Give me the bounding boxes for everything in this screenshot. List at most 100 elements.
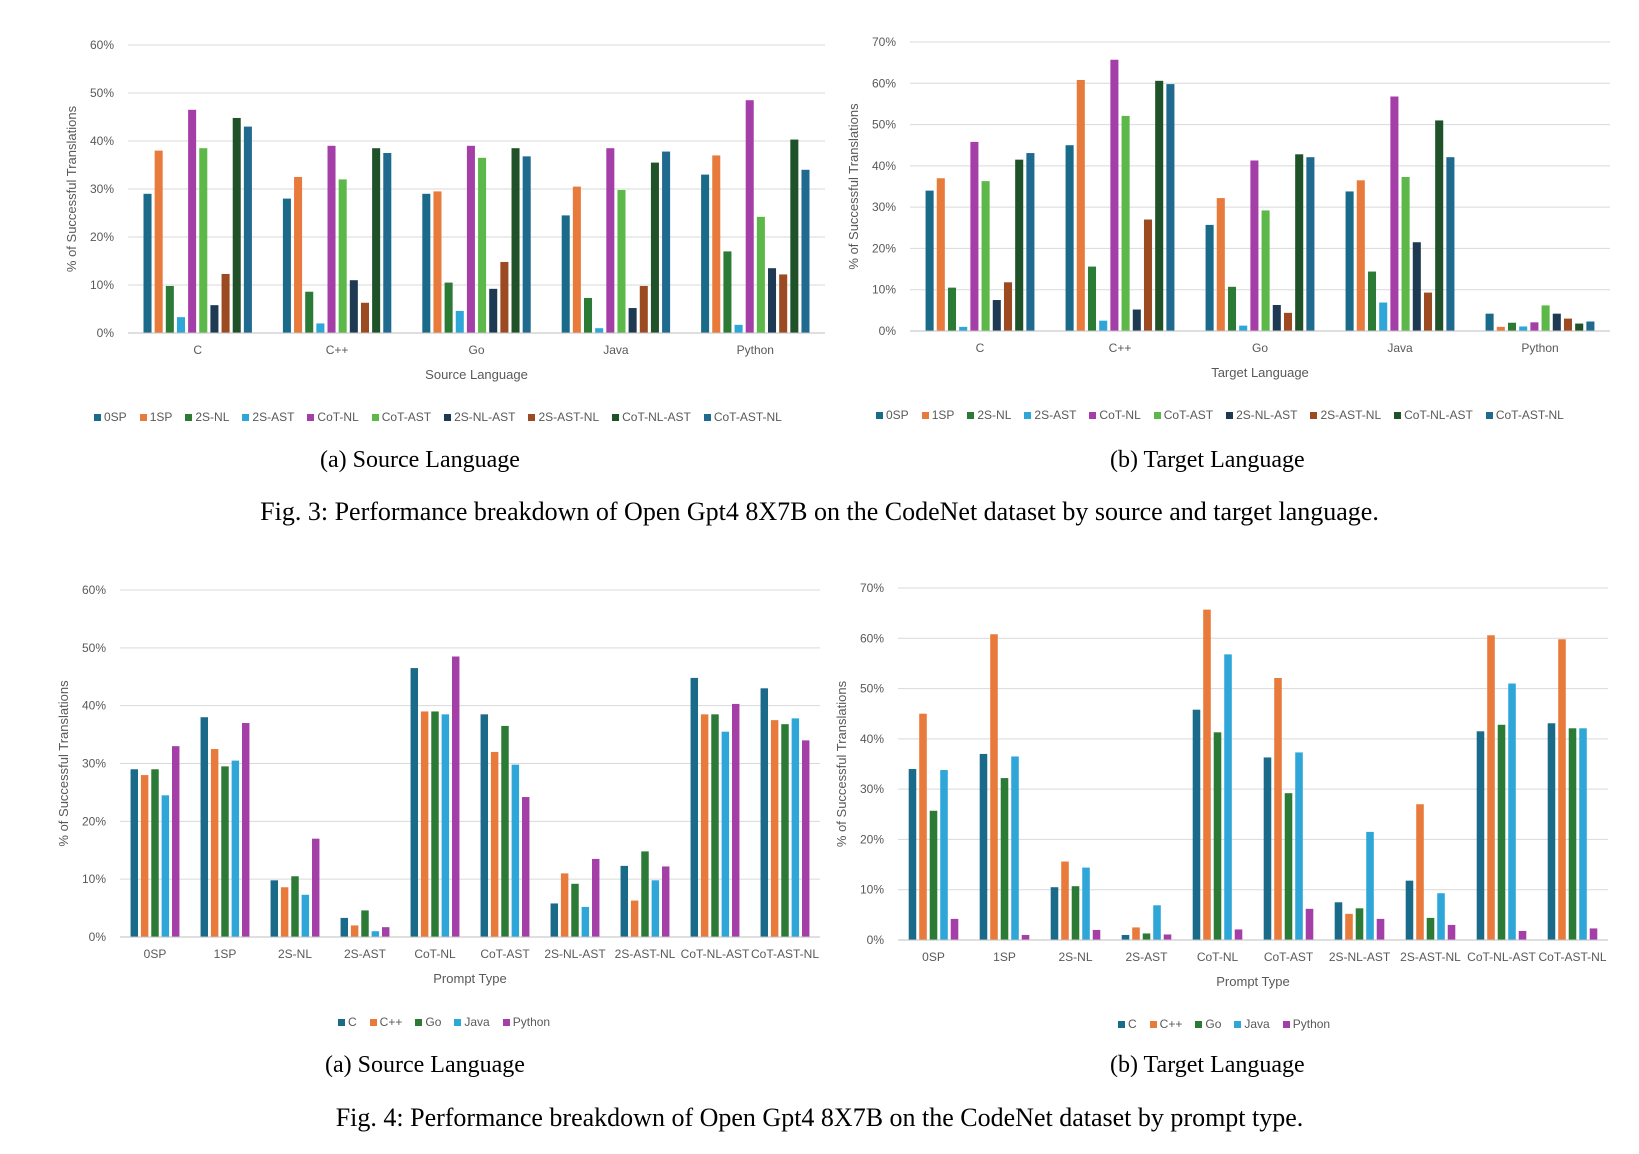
bar-cot-ast-nl-python (1589, 928, 1598, 940)
bar-2s-nl-ast-python (1376, 918, 1385, 940)
bar-cot-ast-python (1305, 908, 1314, 940)
bar-c-2s-nl-ast (992, 300, 1001, 331)
legend-item-cpp: C++ (369, 1015, 402, 1029)
bar-2s-ast-python (381, 927, 390, 937)
bar-cpp-cot-nl (327, 145, 336, 333)
bar-2s-nl-ast-python (591, 858, 600, 937)
y-axis-title: % of Successful Translations (834, 680, 849, 847)
x-tick-label: C++ (326, 343, 349, 357)
x-tick-label: Java (1387, 341, 1413, 355)
legend-item-2s-ast: 2S-AST (242, 410, 294, 424)
bar-java-cot-ast (617, 189, 626, 333)
bar-1sp-go (221, 766, 229, 937)
legend-label: Java (464, 1015, 490, 1029)
y-tick-label: 40% (82, 699, 106, 713)
x-tick-label: 0SP (922, 950, 945, 964)
bar-c-cot-ast (981, 181, 990, 331)
legend-label: 2S-AST-NL (1320, 408, 1382, 422)
legend-swatch (369, 1018, 377, 1026)
bar-go-2s-nl (444, 282, 453, 333)
bar-cot-ast-java (511, 764, 520, 937)
bar-2s-ast-nl-c (1405, 880, 1414, 940)
legend-fig3b: 0SP 1SP 2S-NL 2S-AST CoT-NL CoT-AST 2S-NL-AST 2… (876, 408, 1564, 422)
x-tick-label: CoT-NL-AST (1467, 950, 1536, 964)
legend-swatch (1118, 1020, 1125, 1028)
legend-label: C (1128, 1017, 1137, 1031)
bar-go-2s-ast-nl (500, 261, 509, 333)
bar-java-2s-ast-nl (639, 285, 648, 333)
bar-cot-ast-nl-c (1547, 723, 1556, 940)
legend-item-cot-nl: CoT-NL (307, 410, 359, 424)
bar-cot-nl-java (1224, 654, 1232, 940)
bar-0sp-cpp (140, 775, 149, 937)
bar-python-2s-nl (1507, 322, 1517, 331)
legend-label: 2S-NL-AST (454, 410, 516, 424)
bar-cot-ast-cpp (490, 751, 499, 937)
legend-swatch (185, 413, 193, 421)
bar-java-0sp (561, 215, 570, 333)
legend-item-cot-nl-ast: CoT-NL-AST (1394, 408, 1473, 422)
legend-label: C++ (1159, 1017, 1183, 1031)
bar-java-cot-ast-nl (662, 151, 671, 333)
bar-go-cot-ast (478, 157, 487, 333)
legend-item-2s-nl: 2S-NL (185, 410, 229, 424)
legend-fig4a: C C++ Go Java Python (338, 1015, 550, 1029)
x-tick-label: Python (737, 343, 774, 357)
bar-cot-nl-cpp (1203, 609, 1211, 940)
bar-c-0sp (143, 193, 152, 333)
legend-swatch (415, 1018, 423, 1026)
bar-c-1sp (936, 178, 945, 331)
legend-label: C (348, 1015, 357, 1029)
bar-cot-ast-nl-cpp (1558, 639, 1566, 940)
y-tick-label: 60% (872, 76, 896, 90)
bar-cpp-0sp (282, 198, 291, 333)
bar-1sp-python (241, 723, 250, 937)
legend-label: 0SP (104, 410, 127, 424)
y-tick-label: 0% (867, 933, 885, 947)
bar-c-2s-ast-nl (221, 273, 230, 333)
legend-swatch (1089, 411, 1097, 419)
bar-python-2s-nl-ast (768, 268, 777, 333)
y-tick-label: 50% (872, 118, 896, 132)
legend-label: CoT-NL-AST (622, 410, 691, 424)
legend-swatch (1153, 411, 1161, 419)
bar-2s-nl-java (301, 894, 310, 937)
x-tick-label: C (976, 341, 985, 355)
legend-item-java: Java (454, 1015, 490, 1029)
bar-cot-nl-ast-cpp (1487, 635, 1495, 940)
legend-item-c: C (338, 1015, 357, 1029)
bar-go-1sp (1216, 198, 1225, 331)
y-tick-label: 30% (860, 782, 884, 796)
bar-python-2s-ast (734, 324, 743, 333)
bar-python-2s-nl-ast (1552, 313, 1561, 331)
legend-swatch (242, 413, 250, 421)
bar-cpp-cot-ast (338, 179, 347, 333)
chart-svg: 0% 10% 20% 30% 40% 50% 60% 70% 0SP 1SP 2S-NL 2S-AST… (834, 581, 1608, 989)
bar-0sp-java (161, 795, 170, 937)
x-tick-label: 2S-AST-NL (1400, 950, 1461, 964)
bar-2s-nl-ast-go (1355, 908, 1364, 940)
bar-cpp-cot-nl (1110, 59, 1119, 331)
x-tick-label: 1SP (993, 950, 1016, 964)
legend-item-2s-nl: 2S-NL (967, 408, 1011, 422)
bar-python-0sp (1485, 313, 1494, 331)
bar-go-cot-nl-ast (511, 148, 520, 333)
bar-cot-ast-cpp (1274, 678, 1282, 940)
bar-cot-ast-nl-cpp (770, 720, 779, 938)
legend-item-1sp: 1SP (921, 408, 954, 422)
legend-swatch (1310, 411, 1318, 419)
y-tick-label: 30% (872, 200, 896, 214)
x-tick-label: CoT-NL-AST (681, 947, 750, 961)
bar-cot-ast-c (480, 714, 489, 937)
bar-go-2s-nl-ast (489, 288, 498, 333)
y-axis-title: % of Successful Translations (64, 105, 79, 272)
bar-cpp-1sp (294, 177, 303, 333)
legend-item-2s-nl-ast: 2S-NL-AST (1226, 408, 1297, 422)
chart-svg: 0% 10% 20% 30% 40% 50% 60% 0SP 1SP 2S-NL 2S-AST CoT… (56, 583, 820, 986)
bar-2s-nl-ast-go (571, 883, 579, 937)
x-tick-label: 2S-NL (1058, 950, 1092, 964)
subcaption-fig3a: (a) Source Language (320, 447, 520, 473)
bar-cot-ast-nl-java (1579, 728, 1587, 940)
legend-item-2s-ast-nl: 2S-AST-NL (1310, 408, 1381, 422)
bar-cot-nl-ast-c (1476, 731, 1485, 940)
